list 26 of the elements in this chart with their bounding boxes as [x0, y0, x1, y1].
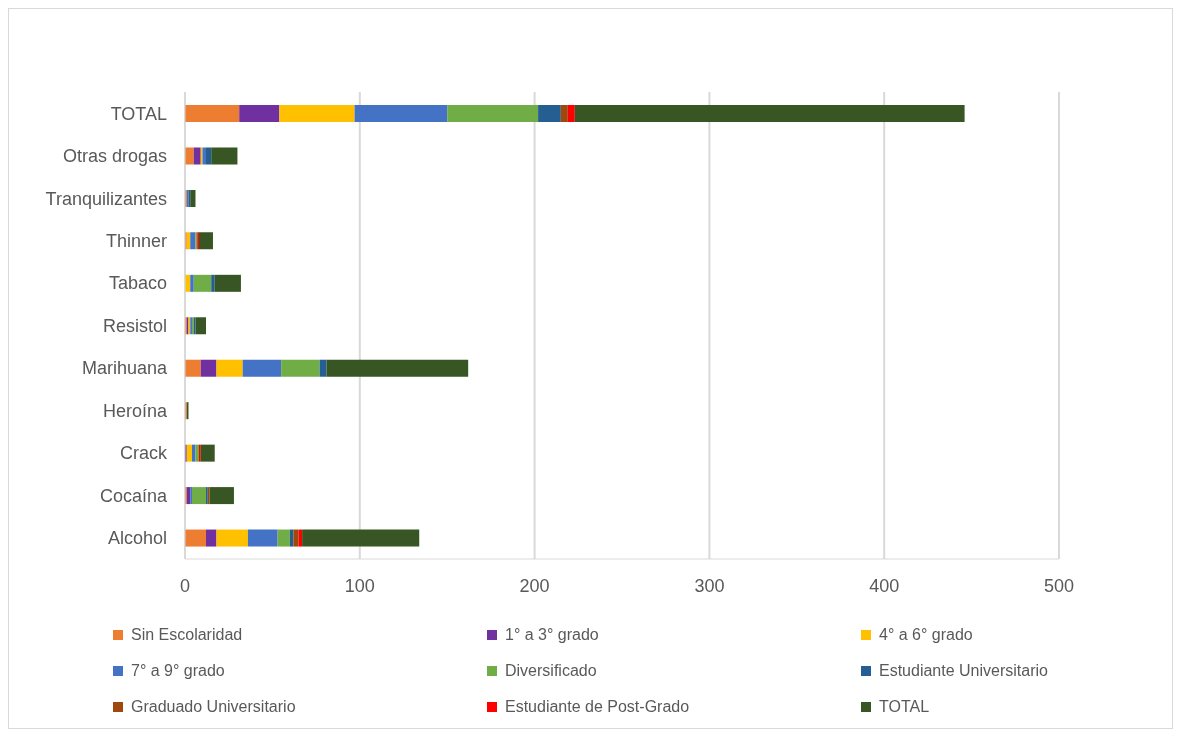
legend-label: 4° a 6° grado: [879, 625, 973, 644]
x-tick-label: 0: [179, 575, 191, 596]
legend-label: Estudiante Universitario: [879, 661, 1048, 680]
legend-label: 1° a 3° grado: [505, 625, 599, 644]
y-tick-label: Marihuana: [81, 358, 168, 379]
y-tick-label: Cocaína: [99, 485, 168, 506]
x-tick-label: 200: [519, 575, 550, 596]
y-tick-label: Crack: [119, 443, 168, 464]
y-tick-label: Tabaco: [108, 273, 167, 294]
y-tick-label: Alcohol: [107, 528, 167, 549]
legend-label: Sin Escolaridad: [131, 625, 243, 644]
x-tick-label: 500: [1043, 575, 1075, 596]
legend-label: Diversificado: [505, 661, 597, 680]
y-tick-label: Resistol: [102, 315, 167, 336]
legend-label: Graduado Universitario: [131, 697, 296, 716]
legend-label: Estudiante de Post-Grado: [505, 697, 690, 716]
y-tick-label: TOTAL: [110, 103, 167, 124]
y-tick-label: Otras drogas: [62, 146, 167, 167]
y-tick-label: Thinner: [105, 230, 168, 251]
legend-label: 7° a 9° grado: [131, 661, 225, 680]
y-tick-label: Heroína: [102, 400, 168, 421]
x-tick-label: 400: [869, 575, 900, 596]
y-tick-label: Tranquilizantes: [45, 188, 167, 209]
x-tick-label: 300: [694, 575, 725, 596]
legend-label: TOTAL: [879, 697, 930, 716]
x-tick-label: 100: [344, 575, 375, 596]
